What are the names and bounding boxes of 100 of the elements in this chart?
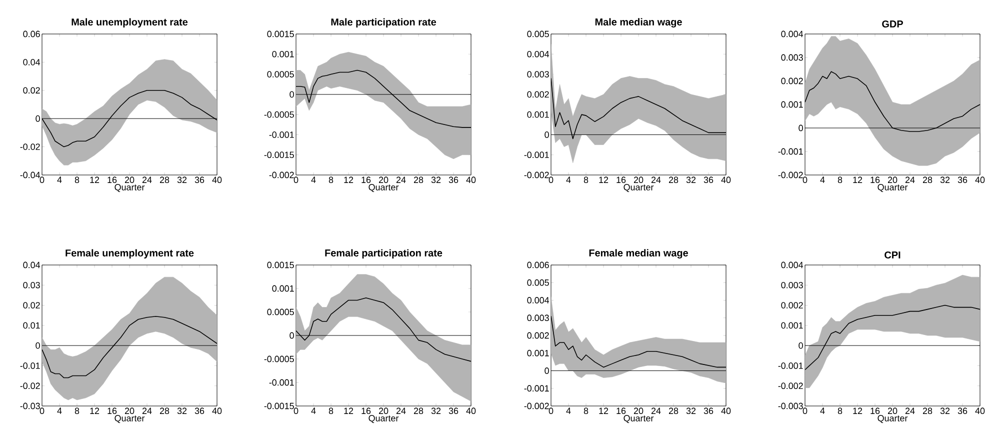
x-tick-label: 24 — [651, 176, 661, 183]
x-tick-label: 36 — [194, 408, 204, 414]
x-tick-label: 12 — [599, 408, 608, 414]
x-tick-label: 24 — [651, 408, 661, 414]
y-tick-label: 0.004 — [781, 30, 804, 38]
x-tick-label: 32 — [686, 408, 696, 414]
y-tick-label: -0.0015 — [264, 402, 294, 410]
x-tick-label: 40 — [212, 176, 222, 184]
x-tick-label: 28 — [668, 408, 678, 414]
y-tick-label: 0.003 — [781, 282, 803, 288]
x-tick-label: 20 — [634, 408, 644, 414]
x-tick-label: 28 — [160, 176, 170, 184]
x-axis-title: Quarter — [624, 415, 654, 423]
x-tick-label: 28 — [414, 408, 424, 414]
x-tick-label: 36 — [448, 176, 458, 184]
y-tick-label: 0 — [36, 342, 40, 349]
x-tick-label: 8 — [838, 176, 842, 184]
y-tick-label: 0.004 — [781, 262, 804, 268]
y-tick-label: -0.002 — [524, 402, 549, 410]
y-tick-label: 0.003 — [527, 71, 549, 78]
y-tick-label: -0.003 — [778, 402, 803, 410]
y-tick-label: 0 — [798, 124, 803, 132]
y-tick-label: -0.03 — [20, 402, 40, 410]
y-tick-label: 0.0015 — [267, 30, 294, 38]
x-axis-title: Quarter — [878, 415, 908, 423]
x-tick-label: 8 — [328, 408, 334, 414]
x-tick-label: 16 — [108, 408, 117, 414]
x-tick-label: 40 — [721, 408, 731, 414]
x-tick-label: 24 — [142, 408, 152, 414]
x-axis-title: Quarter — [368, 415, 399, 423]
x-tick-label: 16 — [870, 408, 880, 414]
y-tick-label: 0.004 — [527, 297, 550, 304]
x-tick-label: 4 — [311, 176, 316, 183]
y-tick-label: -0.0015 — [264, 152, 294, 158]
chart-title: GDP — [882, 20, 903, 28]
y-tick-label: 0.001 — [781, 322, 803, 329]
x-tick-label: 12 — [90, 176, 100, 183]
x-tick-label: 24 — [905, 408, 915, 414]
chart-title: Female median wage — [589, 249, 688, 258]
y-tick-label: -0.002 — [778, 172, 803, 178]
x-tick-label: 16 — [362, 408, 371, 414]
x-tick-label: 28 — [160, 408, 170, 414]
x-tick-label: 32 — [686, 176, 696, 184]
x-tick-label: 32 — [940, 176, 950, 184]
x-axis-title: Quarter — [114, 184, 145, 192]
x-tick-label: 16 — [108, 176, 117, 184]
y-tick-label: -0.001 — [778, 148, 803, 155]
chart-title: CPI — [884, 251, 900, 258]
y-tick-label: -0.0005 — [264, 356, 294, 362]
x-tick-label: 8 — [74, 176, 80, 184]
x-tick-label: 40 — [466, 408, 476, 414]
y-tick-label: 0.02 — [23, 87, 40, 94]
x-tick-label: 8 — [74, 408, 80, 414]
x-tick-label: 8 — [584, 408, 588, 414]
x-tick-label: 12 — [853, 408, 862, 414]
chart-title: Female participation rate — [325, 249, 442, 258]
x-tick-label: 36 — [194, 176, 204, 184]
x-tick-label: 32 — [431, 176, 441, 184]
x-tick-label: 36 — [958, 176, 968, 184]
y-tick-label: -0.001 — [778, 362, 803, 369]
y-tick-label: -0.001 — [269, 379, 294, 386]
y-tick-label: -0.001 — [269, 132, 294, 138]
y-tick-label: 0.002 — [527, 91, 549, 98]
x-tick-label: 32 — [431, 408, 441, 414]
y-tick-label: 0.003 — [781, 54, 803, 61]
y-tick-label: -0.04 — [20, 172, 40, 178]
y-tick-label: -0.002 — [524, 172, 549, 178]
y-tick-label: -0.0005 — [264, 111, 294, 118]
x-tick-label: 40 — [975, 408, 985, 414]
y-tick-label: 0.002 — [781, 302, 803, 308]
x-tick-label: 4 — [57, 176, 62, 183]
x-tick-label: 12 — [853, 176, 862, 183]
x-tick-label: 32 — [177, 176, 187, 184]
x-tick-label: 12 — [344, 176, 354, 183]
x-tick-label: 24 — [142, 176, 152, 183]
y-tick-label: 0 — [290, 332, 294, 339]
y-tick-label: 0.005 — [527, 30, 549, 38]
y-tick-label: 0.03 — [23, 282, 40, 288]
x-tick-label: 36 — [704, 176, 714, 184]
y-tick-label: 0.005 — [527, 279, 549, 286]
y-tick-label: 0 — [798, 342, 803, 349]
y-tick-label: -0.002 — [778, 382, 803, 390]
x-tick-label: 8 — [838, 408, 842, 414]
x-tick-label: 4 — [820, 176, 825, 183]
y-tick-label: 0.02 — [23, 302, 40, 308]
y-tick-label: 0 — [544, 368, 549, 374]
x-tick-label: 8 — [584, 176, 588, 184]
y-tick-label: -0.02 — [20, 382, 40, 390]
x-tick-label: 28 — [922, 176, 932, 184]
x-tick-label: 32 — [940, 408, 950, 414]
x-tick-label: 24 — [396, 176, 406, 183]
y-tick-label: 0.002 — [527, 332, 549, 339]
x-tick-label: 20 — [888, 176, 898, 184]
y-tick-label: 0.0015 — [267, 262, 294, 268]
y-tick-label: 0 — [36, 115, 40, 122]
x-tick-label: 36 — [704, 408, 714, 414]
x-axis-title: Quarter — [114, 415, 145, 423]
x-tick-label: 20 — [888, 408, 898, 414]
x-tick-label: 12 — [344, 408, 354, 414]
x-tick-label: 40 — [721, 176, 731, 184]
